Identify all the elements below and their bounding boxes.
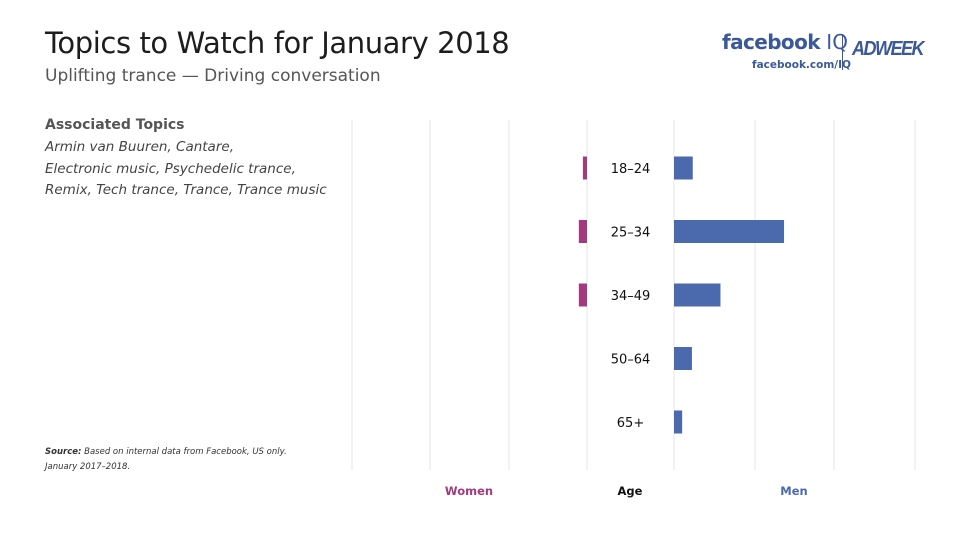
page-title: Topics to Watch for January 2018 <box>45 26 510 60</box>
associated-topics: Associated Topics Armin van Buuren, Cant… <box>45 117 345 202</box>
source-text: Based on internal data from Facebook, US… <box>84 447 287 457</box>
facebook-wordmark: facebook <box>722 30 821 54</box>
page-subtitle: Uplifting trance — Driving conversation <box>45 66 381 86</box>
age-group-label: 65+ <box>617 416 644 431</box>
men-bar <box>674 347 692 370</box>
women-bar <box>578 220 587 243</box>
topics-line: Armin van Buuren, Cantare, <box>45 139 234 155</box>
facebook-iq-url[interactable]: facebook.com/IQ <box>752 59 851 71</box>
source-note: Source: Based on internal data from Face… <box>45 445 287 475</box>
age-group-label: 50–64 <box>611 353 651 368</box>
men-bar <box>674 283 721 307</box>
men-bar <box>674 220 785 243</box>
women-axis-label: Women <box>445 484 493 498</box>
age-axis-label: Age <box>618 484 643 498</box>
age-group-label: 18–24 <box>611 162 651 177</box>
age-group-label: 34–49 <box>611 289 651 304</box>
brand-divider <box>842 34 843 70</box>
associated-topics-heading: Associated Topics <box>45 117 185 133</box>
topics-line: Remix, Tech trance, Trance, Trance music <box>45 182 327 198</box>
women-bar <box>578 283 587 307</box>
age-group-label: 25–34 <box>611 226 651 241</box>
source-label: Source: <box>45 447 82 457</box>
source-period: January 2017–2018. <box>45 462 131 472</box>
topics-line: Electronic music, Psychedelic trance, <box>45 160 296 177</box>
men-axis-label: Men <box>780 484 807 498</box>
adweek-logo[interactable]: ADWEEK <box>852 36 925 60</box>
men-bar <box>674 156 693 180</box>
men-bar <box>674 410 683 434</box>
women-bar <box>582 156 587 180</box>
